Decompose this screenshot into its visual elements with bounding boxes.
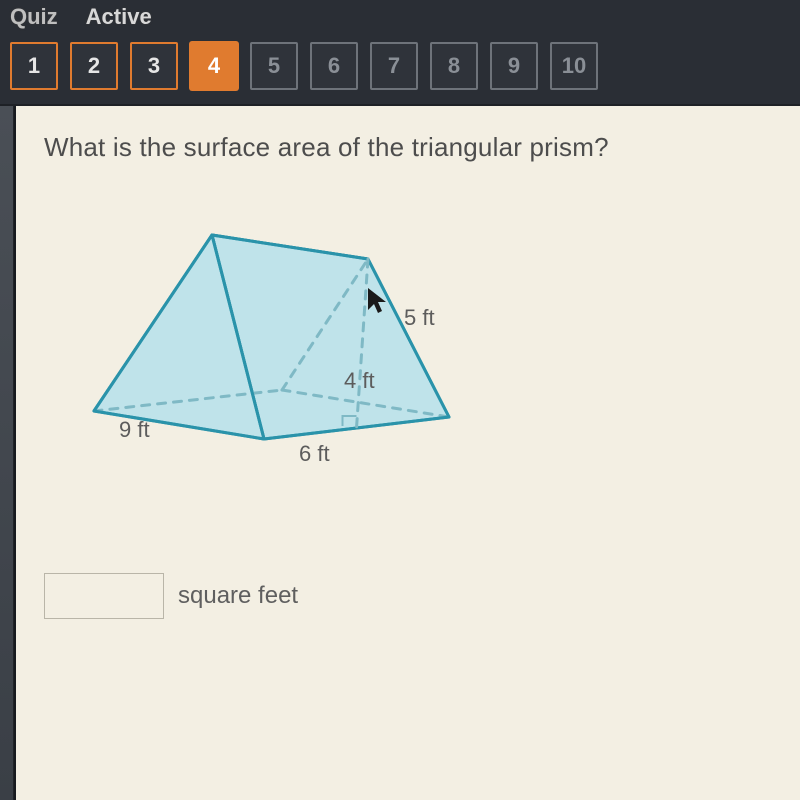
nav-question-2[interactable]: 2 — [70, 42, 118, 90]
question-text: What is the surface area of the triangul… — [44, 132, 772, 163]
answer-row: square feet — [44, 573, 772, 619]
tab-quiz[interactable]: Quiz — [10, 4, 58, 30]
nav-question-9: 9 — [490, 42, 538, 90]
prism-figure: 5 ft 4 ft 6 ft 9 ft — [74, 193, 504, 493]
label-slant: 5 ft — [404, 305, 435, 331]
nav-question-8: 8 — [430, 42, 478, 90]
nav-question-1[interactable]: 1 — [10, 42, 58, 90]
answer-unit: square feet — [178, 582, 298, 610]
nav-question-6: 6 — [310, 42, 358, 90]
answer-input[interactable] — [44, 573, 164, 619]
label-base: 6 ft — [299, 441, 330, 467]
question-panel: What is the surface area of the triangul… — [14, 106, 800, 800]
label-height: 4 ft — [344, 368, 375, 394]
question-nav: 12345678910 — [0, 36, 800, 106]
nav-question-10: 10 — [550, 42, 598, 90]
label-length: 9 ft — [119, 417, 150, 443]
nav-question-3[interactable]: 3 — [130, 42, 178, 90]
nav-question-4[interactable]: 4 — [190, 42, 238, 90]
left-gutter — [0, 106, 14, 800]
nav-question-7: 7 — [370, 42, 418, 90]
mode-tabs: Quiz Active — [0, 0, 800, 36]
prism-svg — [74, 193, 504, 493]
tab-active[interactable]: Active — [86, 4, 152, 30]
nav-question-5: 5 — [250, 42, 298, 90]
